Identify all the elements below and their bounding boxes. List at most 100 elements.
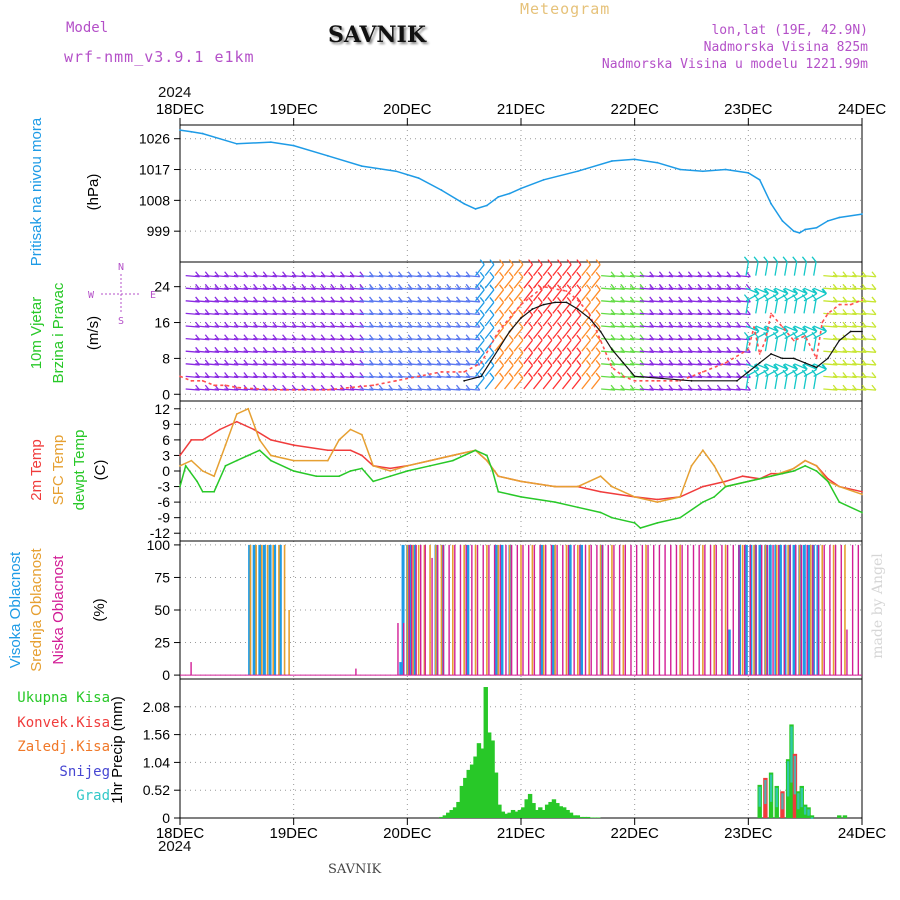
cloud-bar [800, 544, 803, 676]
cloud-bar [577, 544, 579, 676]
wind-barb-flag [595, 309, 601, 316]
pressure-line-point [656, 161, 659, 164]
y-tick-label: -12 [150, 525, 170, 541]
wind-barb [456, 337, 471, 341]
wind-barb [204, 363, 220, 366]
wind-barb [359, 274, 374, 278]
wind-gust-line-point [804, 335, 807, 337]
wind-barb [340, 363, 355, 366]
wind-barb [697, 274, 712, 278]
wind-barb [726, 363, 741, 366]
wind-barb [707, 350, 722, 353]
wind-barb [697, 312, 712, 316]
wind-barb [717, 312, 732, 316]
wind-barb [504, 352, 514, 365]
wind-barb [359, 312, 374, 316]
wind-barb [765, 363, 779, 370]
wind-barb [407, 325, 422, 328]
wind-barb [446, 350, 461, 353]
precip-bar [582, 816, 587, 818]
wind-barb [668, 287, 683, 290]
pressure-line-point [770, 202, 772, 205]
wind-gust-line-point [656, 379, 659, 382]
cloud-bar [590, 544, 592, 676]
dewpoint-line-point [838, 501, 841, 504]
wind-barb [774, 375, 779, 390]
wind-barb [349, 375, 364, 379]
wind-barb [484, 264, 495, 277]
wind-gust-line-point [224, 384, 227, 387]
dewpoint-line-point [372, 480, 375, 483]
sfc-temp-line-point [679, 496, 682, 498]
wind-barb [214, 350, 229, 353]
wind-barb [659, 312, 674, 316]
wind-barb-flag [595, 297, 601, 303]
wind-barb [484, 289, 495, 302]
wind-barb [369, 312, 384, 316]
wind-barb [398, 388, 413, 391]
wind-barb [282, 337, 297, 341]
precip-grad-bar [786, 761, 790, 797]
wind-barb [359, 363, 374, 366]
cloud-bar [758, 544, 762, 676]
wind-barb-flag [782, 369, 788, 376]
wind-barb-flag [508, 259, 514, 266]
wind-barb-flag [764, 363, 770, 370]
wind-barb [571, 314, 582, 327]
wind-mean-line-point [747, 370, 750, 373]
model-label: Model [66, 20, 109, 36]
wind-barb [311, 287, 326, 290]
wind-barb [349, 363, 364, 366]
wind-barb [678, 325, 693, 328]
wind-barb [581, 365, 592, 377]
wind-barb [784, 287, 798, 295]
wind-barb-flag [557, 322, 563, 329]
wind-barb [475, 327, 485, 340]
wind-barb [794, 293, 807, 302]
cloud-bar [412, 544, 414, 676]
wind-barb [532, 276, 543, 289]
dewpoint-line-point [486, 454, 488, 457]
cloud-bar [834, 544, 837, 676]
wind-barb [745, 375, 750, 390]
wind-barb [427, 274, 442, 278]
dewpoint-line-point [429, 464, 431, 467]
cloud-bar [732, 544, 734, 676]
cloud-bar [613, 544, 615, 676]
wind-barb [233, 287, 248, 290]
wind-barb [523, 339, 534, 352]
pressure-line-point [179, 129, 181, 132]
wind-barb [417, 274, 432, 278]
wind-barb [378, 312, 393, 316]
wind-barb [523, 352, 534, 365]
y-tick-label: 6 [162, 432, 170, 448]
sfc-temp-line-point [554, 485, 556, 488]
wind-barb [552, 339, 563, 352]
wind-mean-line-point [827, 357, 829, 360]
precip-bar [449, 809, 454, 818]
y-tick-label: 75 [154, 569, 170, 585]
wind-gust-line-point [270, 388, 272, 391]
ylabel-cloud-unit: (%) [91, 598, 108, 621]
wind-gust-line-point [821, 321, 824, 324]
pressure-line-point [758, 178, 761, 181]
wind-barb [688, 287, 703, 290]
wind-barb-flag [479, 334, 485, 341]
wind-barb [590, 289, 601, 302]
cloud-bar [588, 544, 590, 676]
cloud-bar [437, 544, 439, 676]
cloud-bar [724, 544, 727, 676]
wind-barb [494, 352, 505, 365]
wind-barb-flag [479, 259, 485, 266]
wind-barb [311, 312, 326, 316]
wind-barb [542, 314, 553, 327]
pressure-line-point [611, 160, 613, 162]
wind-barb-flag [508, 334, 514, 341]
wind-barb [668, 350, 683, 353]
wind-barb-flag [871, 384, 877, 391]
cloud-bar [542, 544, 545, 676]
wind-barb [291, 312, 306, 316]
wind-barb [523, 289, 534, 302]
wind-barb [253, 300, 268, 303]
